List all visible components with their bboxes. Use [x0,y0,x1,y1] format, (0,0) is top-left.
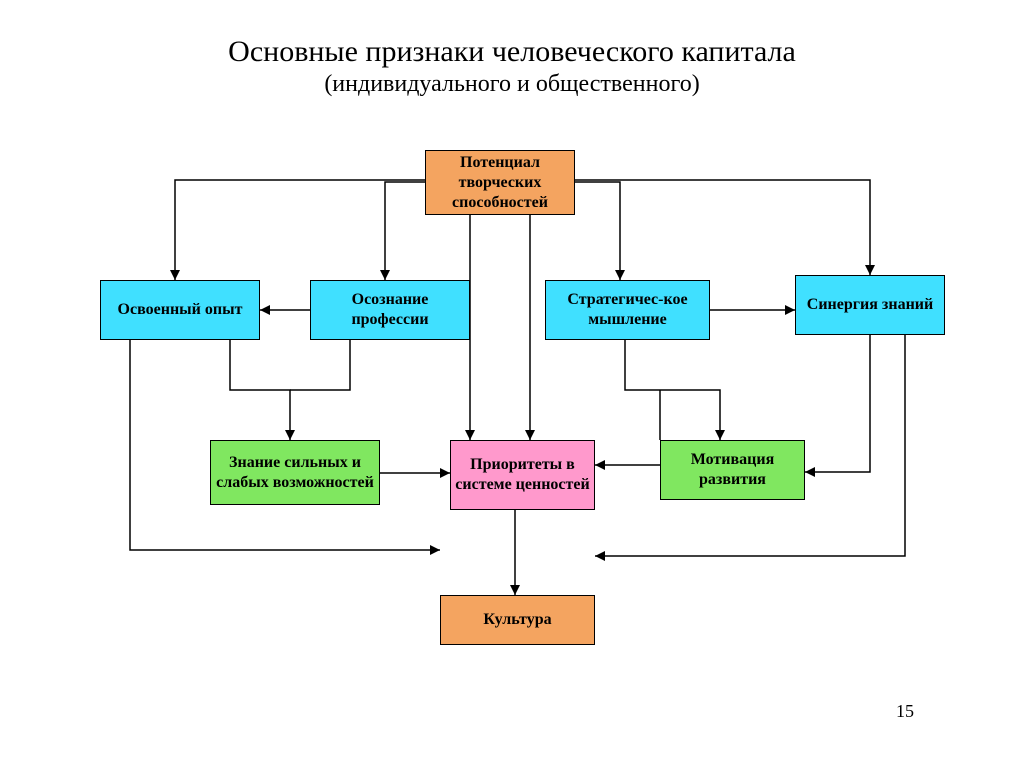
node-strengths: Знание сильных и слабых возможностей [210,440,380,505]
edge-3 [575,180,870,275]
node-culture: Культура [440,595,595,645]
edge-13 [805,335,870,472]
edge-1 [385,182,425,280]
edge-10 [230,340,290,440]
page-subtitle: (индивидуального и общественного) [0,69,1024,98]
node-motivation: Мотивация развития [660,440,805,500]
connector-layer [0,0,1024,767]
node-synergy: Синергия знаний [795,275,945,335]
node-strategic: Стратегичес-кое мышление [545,280,710,340]
node-experience: Освоенный опыт [100,280,260,340]
node-potential: Потенциалтворческихспособностей [425,150,575,215]
edge-2 [575,182,620,280]
edge-16 [625,340,720,440]
page-title: Основные признаки человеческого капитала [0,0,1024,69]
node-awareness: Осознание профессии [310,280,470,340]
edge-0 [175,180,425,280]
page-number: 15 [896,701,914,722]
edge-15 [290,340,350,390]
node-priorities: Приоритеты в системе ценностей [450,440,595,510]
